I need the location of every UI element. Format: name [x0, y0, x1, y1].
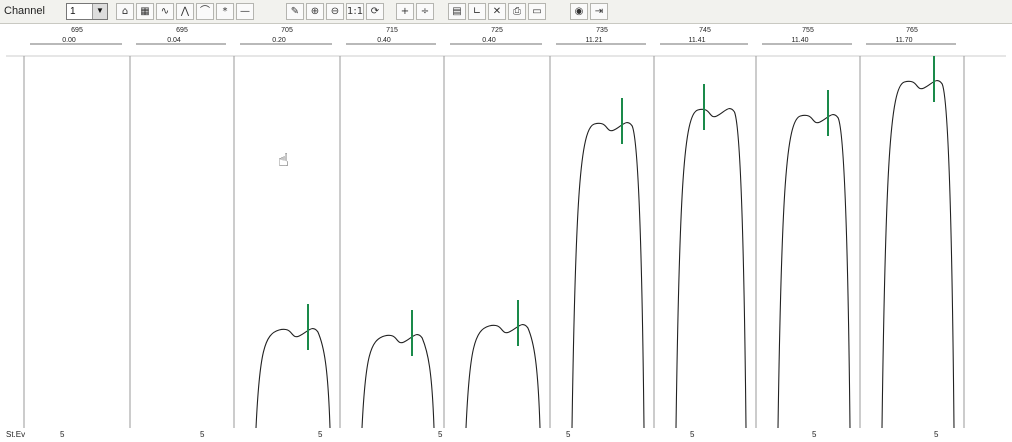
window-icon[interactable]: ▭ — [528, 3, 546, 20]
tool-icon[interactable]: ✎ — [286, 3, 304, 20]
marker-icon[interactable]: * — [216, 3, 234, 20]
segment-value: 0.04 — [167, 37, 181, 44]
status-tick: 5 — [438, 430, 443, 439]
segment-value: 11.40 — [792, 37, 809, 44]
status-tick: 5 — [200, 430, 205, 439]
segment-value: 0.40 — [482, 37, 496, 44]
status-tick: 5 — [318, 430, 323, 439]
segment-id: 695 — [71, 27, 83, 34]
refresh-icon[interactable]: ⟳ — [366, 3, 384, 20]
table-icon[interactable]: ▤ — [448, 3, 466, 20]
axis-icon[interactable]: ∟ — [468, 3, 486, 20]
grid-icon[interactable]: ▦ — [136, 3, 154, 20]
status-tick: 5 — [812, 430, 817, 439]
zoom-reset-icon[interactable]: 1:1 — [346, 3, 364, 20]
segment-id: 765 — [906, 27, 918, 34]
segment-value: 11.41 — [689, 37, 706, 44]
peak-icon[interactable]: ⋀ — [176, 3, 194, 20]
segment-value: 0.00 — [62, 37, 76, 44]
zoom-out-icon[interactable]: ⊖ — [326, 3, 344, 20]
curve-icon[interactable]: ⌒ — [196, 3, 214, 20]
segment-id: 745 — [699, 27, 711, 34]
open-icon[interactable]: ⌂ — [116, 3, 134, 20]
chevron-down-icon: ▼ — [92, 4, 107, 19]
line-icon[interactable]: — — [236, 3, 254, 20]
waveform-pulse — [361, 334, 435, 428]
channel-value: 1 — [70, 6, 76, 17]
eye-icon[interactable]: ◉ — [570, 3, 588, 20]
waveform-plot[interactable]: 695 0.00 695 0.04 705 0.20 715 0.40 725 0.40 735 11… — [0, 24, 1012, 428]
channel-label: Channel — [4, 5, 45, 17]
zoom-in-icon[interactable]: ⊕ — [306, 3, 324, 20]
waveform-pulse — [571, 122, 645, 428]
cursor-add-icon[interactable]: + — [396, 3, 414, 20]
print-icon[interactable]: ⎙ — [508, 3, 526, 20]
status-tick: 5 — [60, 430, 65, 439]
waveform-pulse — [881, 80, 955, 428]
exit-icon[interactable]: ⇥ — [590, 3, 608, 20]
segment-value: 0.20 — [272, 37, 286, 44]
status-tick: 5 — [566, 430, 571, 439]
close-icon[interactable]: ✕ — [488, 3, 506, 20]
segment-value: 11.21 — [586, 37, 603, 44]
waveform-pulse — [465, 324, 541, 428]
waveform-pulse — [675, 108, 747, 428]
segment-id: 695 — [176, 27, 188, 34]
status-tick: 5 — [934, 430, 939, 439]
waveform-pulse — [777, 114, 851, 428]
segment-id: 725 — [491, 27, 503, 34]
channel-select[interactable]: 1 ▼ — [66, 3, 108, 20]
wave-icon[interactable]: ∿ — [156, 3, 174, 20]
status-bar: St.Ev 5 5 5 5 5 5 5 5 — [0, 430, 1012, 442]
segment-id: 705 — [281, 27, 293, 34]
segment-id: 755 — [802, 27, 814, 34]
status-label: St.Ev — [6, 430, 26, 439]
toolbar: Channel 1 ▼ ⌂ ▦ ∿ ⋀ ⌒ * — ✎ ⊕ ⊖ 1:1 ⟳ + ÷ ▤ ∟ ✕ ⎙ ▭ ◉ ⇥ — [0, 0, 1012, 24]
segment-value: 0.40 — [377, 37, 391, 44]
segment-value: 11.70 — [896, 37, 913, 44]
status-tick: 5 — [690, 430, 695, 439]
cursor-remove-icon[interactable]: ÷ — [416, 3, 434, 20]
segment-id: 715 — [386, 27, 398, 34]
waveform-pulse — [255, 328, 331, 428]
segment-id: 735 — [596, 27, 608, 34]
hand-cursor-icon: ☝ — [278, 150, 289, 171]
